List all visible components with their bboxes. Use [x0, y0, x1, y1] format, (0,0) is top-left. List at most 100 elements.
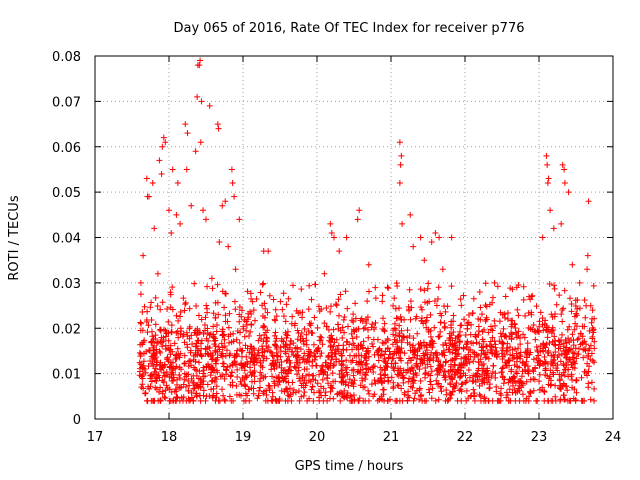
- data-point: [517, 378, 524, 385]
- data-point: [255, 392, 262, 399]
- data-point: [156, 157, 163, 164]
- data-point: [219, 360, 226, 367]
- data-point: [569, 261, 576, 268]
- data-point: [355, 368, 362, 375]
- chart-title: Day 065 of 2016, Rate Of TEC Index for r…: [174, 21, 525, 36]
- data-point: [230, 330, 237, 337]
- data-point: [520, 283, 527, 290]
- data-point: [412, 390, 419, 397]
- data-point: [424, 285, 431, 292]
- data-point: [417, 342, 424, 349]
- data-point: [428, 368, 435, 375]
- data-point: [236, 318, 243, 325]
- data-point: [275, 381, 282, 388]
- data-point: [285, 366, 292, 373]
- data-point: [355, 346, 362, 353]
- data-point: [353, 359, 360, 366]
- data-point: [307, 322, 314, 329]
- data-point: [427, 311, 434, 318]
- data-point: [542, 344, 549, 351]
- data-point: [505, 379, 512, 386]
- data-point: [501, 314, 508, 321]
- data-point: [211, 378, 218, 385]
- x-axis-label: GPS time / hours: [295, 459, 404, 474]
- data-point: [472, 378, 479, 385]
- data-point: [308, 329, 315, 336]
- data-point: [588, 379, 595, 386]
- data-point: [241, 316, 248, 323]
- data-point: [330, 362, 337, 369]
- data-point: [231, 193, 238, 200]
- data-point: [159, 299, 166, 306]
- data-point: [583, 302, 590, 309]
- data-point: [362, 376, 369, 383]
- data-point: [254, 350, 261, 357]
- data-point: [244, 372, 251, 379]
- data-point: [223, 347, 230, 354]
- data-point: [572, 320, 579, 327]
- data-point: [440, 362, 447, 369]
- data-point: [435, 367, 442, 374]
- data-point: [497, 330, 504, 337]
- data-point: [138, 320, 145, 327]
- data-point: [351, 342, 358, 349]
- data-point: [533, 343, 540, 350]
- data-point: [406, 394, 413, 401]
- data-point: [319, 376, 326, 383]
- data-point: [391, 295, 398, 302]
- data-point: [489, 334, 496, 341]
- data-point: [508, 335, 515, 342]
- data-point: [296, 359, 303, 366]
- data-point: [400, 333, 407, 340]
- data-point: [325, 326, 332, 333]
- data-point: [508, 323, 515, 330]
- data-point: [177, 220, 184, 227]
- data-point: [475, 327, 482, 334]
- data-point: [559, 318, 566, 325]
- data-point: [252, 317, 259, 324]
- data-point: [574, 306, 581, 313]
- data-point: [530, 322, 537, 329]
- data-point: [144, 193, 151, 200]
- data-point: [251, 359, 258, 366]
- data-point: [365, 347, 372, 354]
- data-point: [306, 348, 313, 355]
- data-point: [521, 362, 528, 369]
- data-point: [442, 397, 449, 404]
- data-point: [489, 350, 496, 357]
- data-point: [334, 346, 341, 353]
- data-point: [212, 343, 219, 350]
- data-point: [562, 336, 569, 343]
- data-point: [149, 397, 156, 404]
- data-point: [410, 335, 417, 342]
- data-point: [369, 321, 376, 328]
- data-point: [327, 360, 334, 367]
- data-point: [457, 296, 464, 303]
- data-point: [335, 296, 342, 303]
- data-point: [551, 285, 558, 292]
- data-point: [423, 314, 430, 321]
- data-point: [210, 385, 217, 392]
- data-point: [278, 358, 285, 365]
- data-point: [541, 397, 548, 404]
- data-point: [556, 377, 563, 384]
- data-point: [152, 294, 159, 301]
- data-point: [163, 330, 170, 337]
- data-point: [331, 362, 338, 369]
- data-point: [352, 315, 359, 322]
- data-point: [359, 344, 366, 351]
- data-point: [532, 336, 539, 343]
- data-point: [536, 378, 543, 385]
- data-point: [494, 283, 501, 290]
- data-point: [441, 352, 448, 359]
- data-point: [216, 397, 223, 404]
- data-point: [465, 311, 472, 318]
- data-point: [212, 315, 219, 322]
- data-point: [589, 357, 596, 364]
- data-point: [142, 369, 149, 376]
- data-point: [137, 327, 144, 334]
- data-point: [427, 363, 434, 370]
- data-point: [257, 369, 264, 376]
- data-point: [389, 341, 396, 348]
- data-point: [586, 363, 593, 370]
